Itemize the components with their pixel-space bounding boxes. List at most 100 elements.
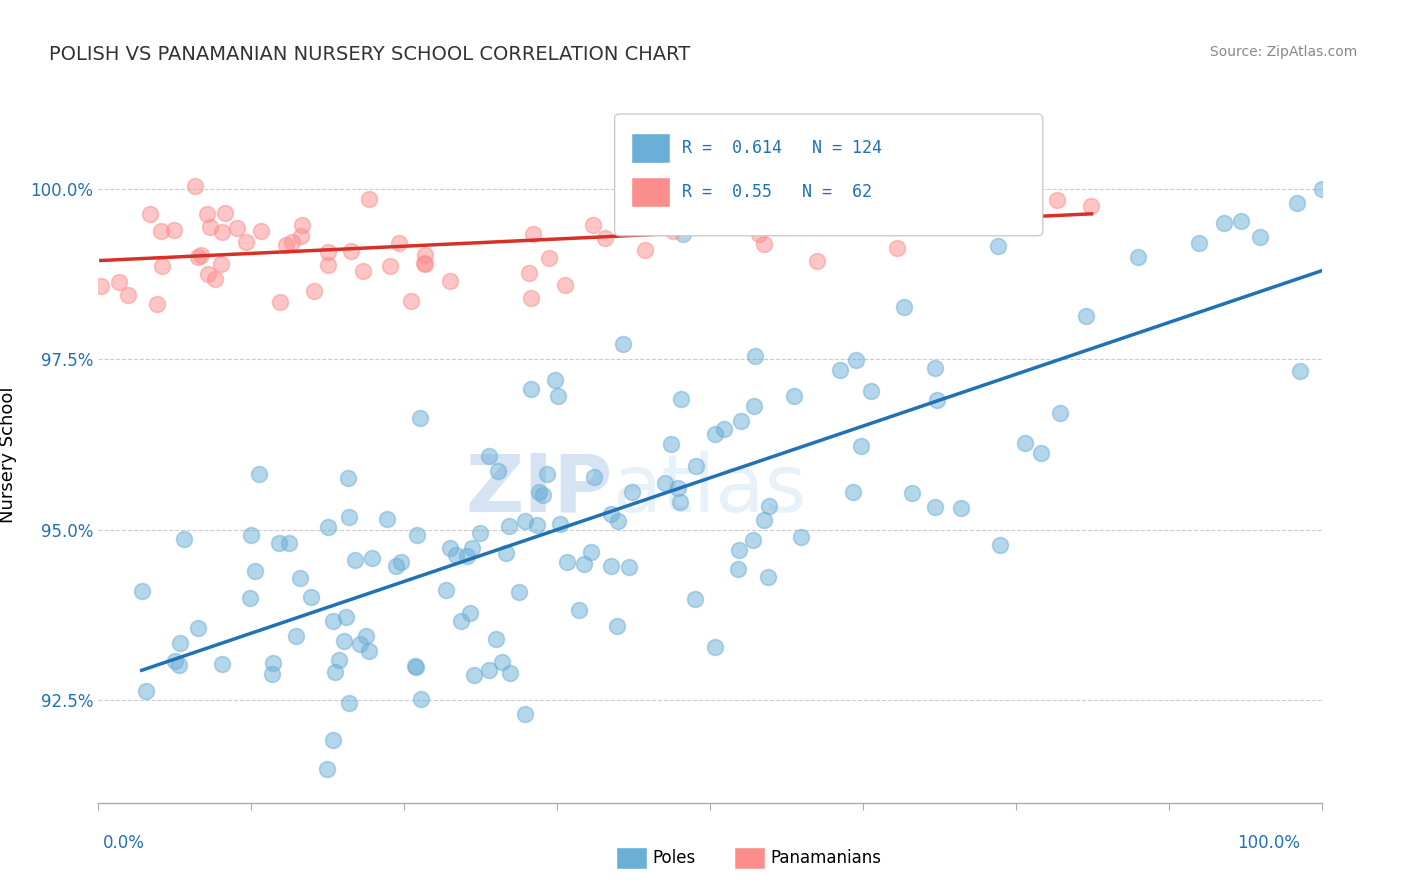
- Point: [683, 591, 706, 606]
- Point: [568, 603, 591, 617]
- Point: [1046, 193, 1069, 207]
- Point: [415, 248, 437, 262]
- Point: [461, 541, 484, 555]
- Point: [404, 659, 426, 673]
- Point: [316, 762, 339, 776]
- Point: [337, 696, 360, 710]
- Point: [748, 227, 770, 241]
- Point: [375, 512, 398, 526]
- Point: [599, 558, 621, 573]
- Point: [1212, 216, 1234, 230]
- Point: [1250, 229, 1272, 244]
- Point: [360, 550, 382, 565]
- Point: [924, 360, 946, 375]
- Point: [211, 225, 233, 239]
- Point: [316, 258, 339, 272]
- Point: [247, 467, 270, 481]
- Point: [574, 557, 596, 571]
- Point: [661, 182, 683, 196]
- Point: [727, 562, 749, 576]
- Point: [519, 382, 541, 396]
- Point: [517, 266, 540, 280]
- Point: [547, 389, 569, 403]
- Point: [1188, 236, 1211, 251]
- Point: [538, 251, 561, 265]
- Point: [262, 656, 284, 670]
- Point: [235, 235, 257, 249]
- Point: [526, 517, 548, 532]
- Point: [1014, 436, 1036, 450]
- Point: [239, 591, 262, 606]
- Point: [357, 192, 380, 206]
- Point: [744, 349, 766, 363]
- Point: [703, 427, 725, 442]
- Y-axis label: Nursery School: Nursery School: [0, 386, 17, 524]
- Point: [949, 501, 972, 516]
- Point: [135, 684, 157, 698]
- Point: [456, 549, 478, 564]
- Point: [285, 629, 308, 643]
- Point: [163, 223, 186, 237]
- Point: [508, 585, 530, 599]
- Point: [1076, 309, 1098, 323]
- Point: [187, 621, 209, 635]
- Point: [195, 207, 218, 221]
- Point: [927, 393, 949, 408]
- Point: [579, 545, 602, 559]
- Point: [444, 549, 467, 563]
- Point: [987, 239, 1010, 253]
- Point: [515, 514, 537, 528]
- Point: [339, 244, 361, 258]
- Point: [184, 178, 207, 193]
- Point: [756, 570, 779, 584]
- Point: [1288, 364, 1310, 378]
- Point: [550, 516, 572, 531]
- Point: [146, 296, 169, 310]
- Point: [478, 664, 501, 678]
- Point: [650, 202, 672, 217]
- Point: [322, 614, 344, 628]
- Point: [536, 467, 558, 481]
- Point: [290, 571, 312, 585]
- Point: [654, 475, 676, 490]
- Point: [758, 499, 780, 513]
- Point: [659, 437, 682, 451]
- Point: [845, 352, 868, 367]
- Point: [165, 655, 187, 669]
- Point: [620, 485, 643, 500]
- Point: [226, 220, 249, 235]
- Text: POLISH VS PANAMANIAN NURSERY SCHOOL CORRELATION CHART: POLISH VS PANAMANIAN NURSERY SCHOOL CORR…: [49, 45, 690, 63]
- Point: [378, 259, 401, 273]
- Point: [666, 481, 689, 495]
- Point: [617, 560, 640, 574]
- Point: [197, 267, 219, 281]
- Point: [211, 657, 233, 671]
- Point: [752, 237, 775, 252]
- Point: [491, 656, 513, 670]
- Point: [434, 583, 457, 598]
- Point: [262, 666, 284, 681]
- Point: [316, 245, 339, 260]
- Point: [1049, 406, 1071, 420]
- Point: [752, 512, 775, 526]
- Point: [290, 229, 312, 244]
- Point: [669, 392, 692, 407]
- Point: [1128, 250, 1150, 264]
- Point: [742, 399, 765, 413]
- Point: [900, 486, 922, 500]
- Point: [513, 706, 536, 721]
- Point: [669, 495, 692, 509]
- Point: [742, 533, 765, 547]
- Point: [806, 254, 828, 268]
- Point: [1229, 214, 1251, 228]
- Point: [458, 607, 481, 621]
- Point: [728, 542, 751, 557]
- Point: [1029, 446, 1052, 460]
- Point: [204, 272, 226, 286]
- Point: [893, 300, 915, 314]
- Point: [450, 614, 472, 628]
- Point: [606, 515, 628, 529]
- Point: [385, 559, 408, 574]
- Point: [439, 274, 461, 288]
- Point: [198, 219, 221, 234]
